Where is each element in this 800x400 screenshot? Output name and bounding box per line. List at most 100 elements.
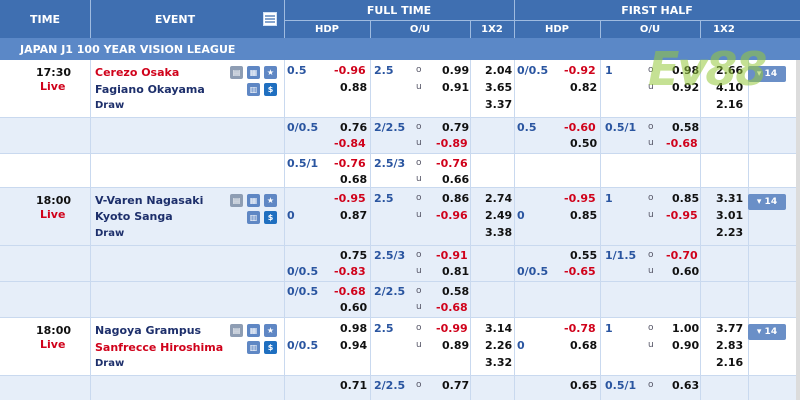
ft-hdp-home-odds[interactable]: -0.76 bbox=[334, 157, 366, 170]
more-markets-button[interactable]: ▾ 14 bbox=[748, 324, 786, 340]
bet-dollar-icon[interactable]: $ bbox=[264, 83, 277, 96]
fh-x-odds[interactable]: 3.01 bbox=[716, 209, 744, 222]
ft-ou-under-odds[interactable]: 0.81 bbox=[442, 265, 470, 278]
fh-hdp-away-odds[interactable]: 0.82 bbox=[570, 81, 598, 94]
stats-icon[interactable]: ▤ bbox=[230, 194, 243, 207]
fh-hdp-home-odds[interactable]: 0.55 bbox=[570, 249, 598, 262]
fh-ou-over-odds[interactable]: 0.63 bbox=[672, 379, 700, 392]
ft-1-odds[interactable]: 2.04 bbox=[485, 64, 513, 77]
ft-ou-under-odds[interactable]: -0.96 bbox=[436, 209, 468, 222]
ft-2-odds[interactable]: 3.38 bbox=[485, 226, 513, 239]
fh-ou-under-odds[interactable]: -0.68 bbox=[666, 137, 698, 150]
ft-hdp-home-odds[interactable]: -0.96 bbox=[334, 64, 366, 77]
fh-ou-over-odds[interactable]: 0.58 bbox=[672, 121, 700, 134]
fh-hdp-home-odds[interactable]: -0.78 bbox=[564, 322, 596, 335]
ft-2-odds[interactable]: 3.32 bbox=[485, 356, 513, 369]
fh-ou-over-odds[interactable]: -0.70 bbox=[666, 249, 698, 262]
ft-hdp-away-odds[interactable]: 0.68 bbox=[340, 173, 368, 186]
chart-icon[interactable]: ▥ bbox=[247, 341, 260, 354]
fh-ou-over-odds[interactable]: 1.00 bbox=[672, 322, 700, 335]
chart-icon[interactable]: ▥ bbox=[247, 83, 260, 96]
ft-ou-under-odds[interactable]: -0.89 bbox=[436, 137, 468, 150]
ft-x-odds[interactable]: 2.26 bbox=[485, 339, 513, 352]
bet-dollar-icon[interactable]: $ bbox=[264, 341, 277, 354]
live-tv-icon[interactable]: ▦ bbox=[247, 194, 260, 207]
ft-hdp-away-odds[interactable]: -0.84 bbox=[334, 137, 366, 150]
ft-hdp-home-odds[interactable]: 0.76 bbox=[340, 121, 368, 134]
ft-ou-over-odds[interactable]: -0.91 bbox=[436, 249, 468, 262]
stats-icon[interactable]: ▤ bbox=[230, 324, 243, 337]
fh-hdp-home-odds[interactable]: -0.92 bbox=[564, 64, 596, 77]
fh-hdp-away-odds[interactable]: -0.65 bbox=[564, 265, 596, 278]
ft-hdp-home-odds[interactable]: -0.95 bbox=[334, 192, 366, 205]
favorite-star-icon[interactable]: ★ bbox=[264, 324, 277, 337]
more-markets-button[interactable]: ▾ 14 bbox=[748, 66, 786, 82]
ft-ou-over-odds[interactable]: 0.86 bbox=[442, 192, 470, 205]
fh-hdp-home-odds[interactable]: -0.60 bbox=[564, 121, 596, 134]
fh-hdp-home-odds[interactable]: 0.65 bbox=[570, 379, 598, 392]
ft-2-odds[interactable]: 3.37 bbox=[485, 98, 513, 111]
under-marker: u bbox=[416, 82, 422, 92]
fh-ou-under-odds[interactable]: -0.95 bbox=[666, 209, 698, 222]
ft-hdp-away-odds[interactable]: -0.83 bbox=[334, 265, 366, 278]
away-team[interactable]: Sanfrecce Hiroshima bbox=[95, 341, 224, 354]
fh-ou-under-odds[interactable]: 0.92 bbox=[672, 81, 700, 94]
stats-icon[interactable]: ▤ bbox=[230, 66, 243, 79]
ft-ou-over-odds[interactable]: 0.77 bbox=[442, 379, 470, 392]
ft-x-odds[interactable]: 2.49 bbox=[485, 209, 513, 222]
fh-1-odds[interactable]: 2.66 bbox=[716, 64, 744, 77]
ft-x-odds[interactable]: 3.65 bbox=[485, 81, 513, 94]
under-marker: u bbox=[648, 340, 654, 350]
fh-hdp-away-odds[interactable]: 0.68 bbox=[570, 339, 598, 352]
chart-icon[interactable]: ▥ bbox=[247, 211, 260, 224]
fh-ou-over-odds[interactable]: 0.98 bbox=[672, 64, 700, 77]
fh-1-odds[interactable]: 3.77 bbox=[716, 322, 744, 335]
ft-hdp-away-odds[interactable]: 0.87 bbox=[340, 209, 368, 222]
ft-ou-over-odds[interactable]: -0.76 bbox=[436, 157, 468, 170]
fh-ou-under-odds[interactable]: 0.60 bbox=[672, 265, 700, 278]
fh-hdp-home-odds[interactable]: -0.95 bbox=[564, 192, 596, 205]
ft-ou-under-odds[interactable]: 0.91 bbox=[442, 81, 470, 94]
live-tv-icon[interactable]: ▦ bbox=[247, 66, 260, 79]
more-markets-button[interactable]: ▾ 14 bbox=[748, 194, 786, 210]
fh-x-odds[interactable]: 4.10 bbox=[716, 81, 744, 94]
home-team[interactable]: Nagoya Grampus bbox=[95, 324, 202, 337]
ft-ou-over-odds[interactable]: 0.58 bbox=[442, 285, 470, 298]
away-team[interactable]: Fagiano Okayama bbox=[95, 83, 205, 96]
ft-hdp-home-odds[interactable]: -0.68 bbox=[334, 285, 366, 298]
fh-2-odds[interactable]: 2.23 bbox=[716, 226, 744, 239]
ft-hdp-away-odds[interactable]: 0.94 bbox=[340, 339, 368, 352]
match-status: Live bbox=[40, 338, 66, 351]
home-team[interactable]: V-Varen Nagasaki bbox=[95, 194, 204, 207]
ft-ou-over-odds[interactable]: 0.99 bbox=[442, 64, 470, 77]
fh-1-odds[interactable]: 3.31 bbox=[716, 192, 744, 205]
fh-ou-under-odds[interactable]: 0.90 bbox=[672, 339, 700, 352]
favorite-star-icon[interactable]: ★ bbox=[264, 194, 277, 207]
toggle-view-icon[interactable] bbox=[262, 11, 278, 27]
ft-ou-under-odds[interactable]: 0.89 bbox=[442, 339, 470, 352]
fh-2-odds[interactable]: 2.16 bbox=[716, 98, 744, 111]
fh-hdp-away-odds[interactable]: 0.85 bbox=[570, 209, 598, 222]
ft-hdp-home-odds[interactable]: 0.71 bbox=[340, 379, 368, 392]
ft-hdp-away-odds[interactable]: 0.88 bbox=[340, 81, 368, 94]
ft-ou-under-odds[interactable]: 0.66 bbox=[442, 173, 470, 186]
scrollbar[interactable] bbox=[796, 60, 800, 400]
ft-hdp-home-odds[interactable]: 0.75 bbox=[340, 249, 368, 262]
ft-1-odds[interactable]: 3.14 bbox=[485, 322, 513, 335]
favorite-star-icon[interactable]: ★ bbox=[264, 66, 277, 79]
home-team[interactable]: Cerezo Osaka bbox=[95, 66, 180, 79]
fh-hdp-away-odds[interactable]: 0.50 bbox=[570, 137, 598, 150]
ft-hdp-home-odds[interactable]: 0.98 bbox=[340, 322, 368, 335]
bet-dollar-icon[interactable]: $ bbox=[264, 211, 277, 224]
ft-ou-under-odds[interactable]: -0.68 bbox=[436, 301, 468, 314]
ft-hdp-away-odds[interactable]: 0.60 bbox=[340, 301, 368, 314]
fh-x-odds[interactable]: 2.83 bbox=[716, 339, 744, 352]
ft-ou-over-odds[interactable]: -0.99 bbox=[436, 322, 468, 335]
live-tv-icon[interactable]: ▦ bbox=[247, 324, 260, 337]
ft-ou-over-odds[interactable]: 0.79 bbox=[442, 121, 470, 134]
away-team[interactable]: Kyoto Sanga bbox=[95, 210, 173, 223]
fh-ou-over-odds[interactable]: 0.85 bbox=[672, 192, 700, 205]
ft-ou-line: 2/2.5 bbox=[374, 121, 406, 134]
fh-2-odds[interactable]: 2.16 bbox=[716, 356, 744, 369]
ft-1-odds[interactable]: 2.74 bbox=[485, 192, 513, 205]
